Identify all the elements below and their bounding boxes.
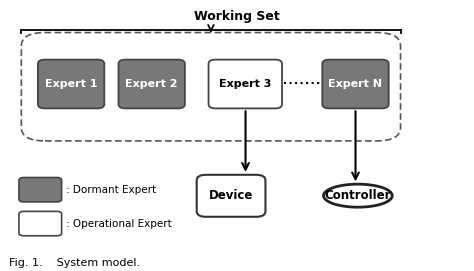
Ellipse shape <box>323 184 392 207</box>
Text: Expert N: Expert N <box>328 79 383 89</box>
FancyBboxPatch shape <box>38 60 104 108</box>
Text: Expert 1: Expert 1 <box>45 79 97 89</box>
Text: Expert 2: Expert 2 <box>126 79 178 89</box>
FancyBboxPatch shape <box>118 60 185 108</box>
FancyBboxPatch shape <box>19 211 62 236</box>
Text: Working Set: Working Set <box>194 10 280 23</box>
FancyBboxPatch shape <box>19 178 62 202</box>
Text: Device: Device <box>209 189 253 202</box>
Text: Expert 3: Expert 3 <box>219 79 272 89</box>
Text: Controller: Controller <box>325 189 391 202</box>
Text: : Operational Expert: : Operational Expert <box>66 219 172 228</box>
FancyBboxPatch shape <box>197 175 265 217</box>
Text: Fig. 1.    System model.: Fig. 1. System model. <box>9 258 141 268</box>
FancyBboxPatch shape <box>322 60 389 108</box>
FancyBboxPatch shape <box>209 60 282 108</box>
Text: : Dormant Expert: : Dormant Expert <box>66 185 156 195</box>
